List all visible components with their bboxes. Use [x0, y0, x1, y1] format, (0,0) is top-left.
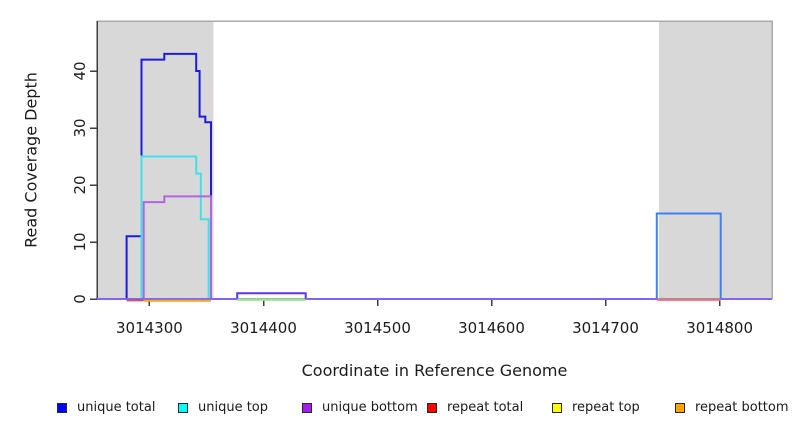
legend-label: repeat bottom	[695, 400, 789, 415]
series-unique-total-unique-bottom-overlap-bump-at-1	[236, 292, 307, 299]
y-tick-label: 30	[71, 118, 89, 138]
plot-border-top-right	[97, 20, 773, 299]
x-tick-label: 3014400	[230, 319, 297, 337]
legend-item-unique-top: unique top	[178, 400, 268, 415]
legend-item-unique-bottom: unique bottom	[302, 400, 418, 415]
y-tick-label: 20	[71, 175, 89, 195]
legend-item-repeat-bottom: repeat bottom	[675, 400, 789, 415]
legend-swatch-repeat-bottom-icon	[675, 402, 685, 413]
legend-item-repeat-top: repeat top	[552, 400, 640, 415]
legend-swatch-unique-bottom-icon	[302, 402, 312, 413]
series-unique-total-unique-top-overlap-box-at-15	[655, 212, 722, 299]
legend-swatch-repeat-total-icon	[427, 402, 437, 413]
x-tick-label: 3014500	[344, 319, 411, 337]
series-unique-bottom	[142, 195, 212, 299]
series-unique-total-left-peak	[97, 52, 212, 300]
legend-item-repeat-total: repeat total	[427, 400, 523, 415]
legend-label: unique bottom	[322, 400, 418, 415]
y-axis-title: Read Coverage Depth	[21, 72, 41, 248]
shaded-region-left	[97, 21, 214, 299]
x-tick-label: 3014600	[458, 319, 525, 337]
legend-swatch-repeat-top-icon	[552, 402, 562, 413]
y-tick-label: 0	[71, 294, 89, 304]
y-tick-label: 10	[71, 232, 89, 252]
shaded-region-right	[659, 21, 772, 299]
legend-label: unique top	[198, 400, 269, 415]
x-axis-title: Coordinate in Reference Genome	[301, 361, 568, 380]
legend-item-unique-total: unique total	[57, 400, 155, 415]
y-tick-label: 40	[71, 61, 89, 81]
legend-swatch-unique-top-icon	[178, 402, 188, 413]
series-unique-top	[140, 155, 210, 299]
legend-label: repeat total	[447, 400, 524, 415]
x-tick-label: 3014800	[686, 319, 753, 337]
x-tick-label: 3014300	[115, 319, 183, 337]
legend-swatch-unique-total-icon	[57, 402, 67, 413]
legend-label: repeat top	[572, 400, 640, 415]
x-tick-label: 3014700	[572, 319, 639, 337]
legend-label: unique total	[77, 400, 156, 415]
